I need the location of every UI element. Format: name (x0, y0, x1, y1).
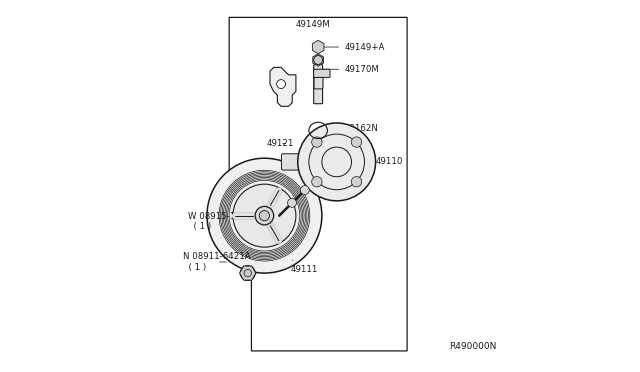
Circle shape (259, 211, 269, 221)
FancyBboxPatch shape (314, 64, 323, 104)
Circle shape (240, 266, 255, 280)
Circle shape (207, 158, 322, 273)
Circle shape (276, 80, 285, 89)
Circle shape (312, 177, 322, 187)
Text: 49111: 49111 (291, 260, 317, 274)
Circle shape (233, 184, 296, 247)
Text: 49149+A: 49149+A (322, 42, 385, 51)
Text: 49121: 49121 (266, 139, 294, 148)
Text: 49110: 49110 (360, 157, 403, 166)
Circle shape (298, 123, 376, 201)
Circle shape (314, 55, 323, 64)
Text: 49170M: 49170M (322, 65, 379, 74)
Circle shape (255, 206, 274, 225)
Text: 49162N: 49162N (322, 124, 378, 133)
Polygon shape (313, 54, 324, 66)
Text: W 08915-1421A
  ( 1 ): W 08915-1421A ( 1 ) (188, 212, 258, 231)
Polygon shape (312, 40, 324, 54)
Text: R490000N: R490000N (449, 342, 496, 351)
FancyBboxPatch shape (282, 154, 303, 170)
Circle shape (351, 137, 362, 147)
Circle shape (312, 137, 322, 147)
Polygon shape (239, 266, 256, 280)
Polygon shape (270, 67, 296, 106)
FancyBboxPatch shape (314, 69, 330, 77)
Circle shape (300, 186, 309, 195)
Text: N 08911-6421A
  ( 1 ): N 08911-6421A ( 1 ) (183, 252, 250, 272)
Text: 49149M: 49149M (296, 20, 331, 29)
FancyBboxPatch shape (314, 77, 323, 89)
Circle shape (244, 269, 252, 277)
Circle shape (287, 198, 296, 207)
Circle shape (351, 177, 362, 187)
